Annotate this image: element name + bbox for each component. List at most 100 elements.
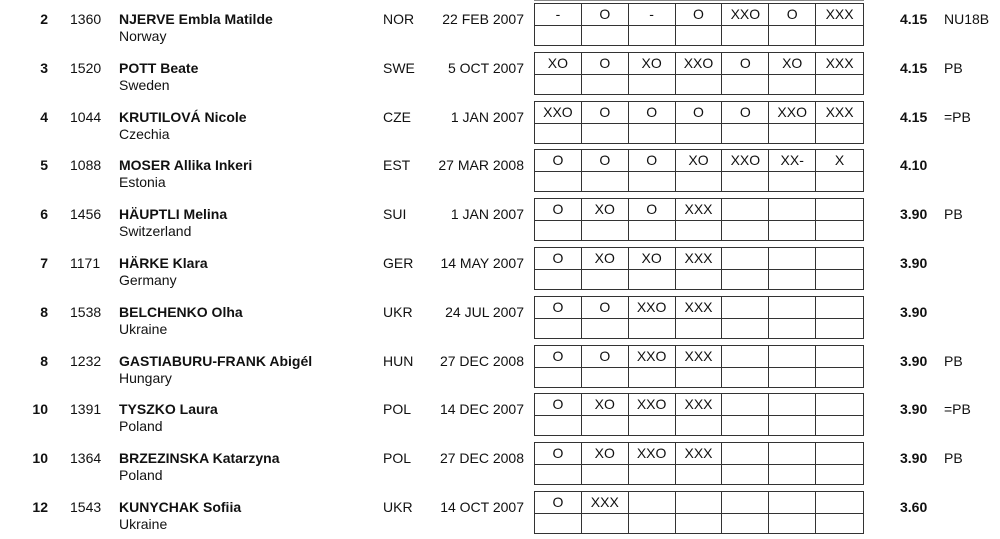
date-of-birth: 5 OCT 2007 bbox=[447, 59, 524, 76]
result-row: 4 1044 KRUTILOVÁ Nicole Czechia CZE 1 JAN 200… bbox=[0, 100, 1000, 149]
athlete-name: KUNYCHAK Sofiia bbox=[119, 499, 242, 515]
rank: 8 bbox=[40, 303, 48, 320]
attempt-cell-empty bbox=[535, 123, 582, 143]
attempt-cell bbox=[722, 345, 770, 368]
attempt-cell: - bbox=[535, 4, 582, 26]
attempt-cell-empty bbox=[629, 270, 676, 289]
attempt-cell-empty bbox=[722, 221, 770, 241]
attempt-cell-empty bbox=[816, 75, 863, 94]
attempt-cell-empty bbox=[535, 367, 582, 387]
athlete-name: BELCHENKO Olha bbox=[119, 303, 243, 320]
attempt-cell: O bbox=[581, 296, 629, 319]
attempt-cell-empty bbox=[676, 416, 723, 436]
nation-code: UKR bbox=[383, 303, 413, 320]
athlete-name: POTT Beate bbox=[119, 59, 199, 76]
attempt-cell-empty bbox=[535, 221, 582, 241]
attempt-cell: XXX bbox=[816, 53, 863, 75]
attempt-cell-empty bbox=[769, 416, 817, 436]
result-row: 3 1520 POTT Beate Sweden SWE 5 OCT 2007 4.15 PB… bbox=[0, 51, 1000, 100]
attempts-grid: O XO XXO XXX bbox=[534, 393, 864, 437]
attempt-cell-empty bbox=[722, 465, 770, 485]
attempt-cell-empty bbox=[582, 74, 629, 94]
attempt-cell: - bbox=[628, 4, 676, 26]
nation-code: UKR bbox=[383, 499, 413, 515]
attempts-grid: O XO XXO XXX bbox=[534, 442, 864, 486]
attempt-cell: O bbox=[535, 443, 582, 466]
bib-number: 1391 bbox=[70, 401, 102, 418]
date-of-birth: 1 JAN 2007 bbox=[450, 206, 524, 223]
country-name: Germany bbox=[119, 272, 177, 288]
attempt-cell: XXO bbox=[628, 443, 676, 466]
rank: 4 bbox=[40, 108, 48, 125]
attempt-cell-empty bbox=[582, 416, 629, 436]
attempt-cell-empty bbox=[676, 123, 723, 143]
attempt-cell bbox=[722, 492, 770, 514]
country-name: Switzerland bbox=[119, 223, 192, 240]
attempt-cell: XO bbox=[581, 248, 629, 270]
result-mark: 3.90 bbox=[900, 303, 928, 320]
attempt-cell: XXO bbox=[628, 345, 676, 368]
result-mark: 3.90 bbox=[900, 352, 928, 369]
nation-code: NOR bbox=[383, 11, 415, 27]
attempt-cell: O bbox=[581, 4, 629, 26]
attempt-cell: XO bbox=[535, 52, 582, 75]
rank: 5 bbox=[40, 157, 48, 174]
attempt-cell-empty bbox=[629, 123, 676, 143]
attempts-grid: O XO O XXX bbox=[534, 198, 864, 242]
attempt-cell-empty bbox=[816, 319, 863, 338]
attempt-cell: O bbox=[581, 345, 629, 368]
date-of-birth: 27 DEC 2008 bbox=[439, 450, 524, 467]
attempt-cell-empty bbox=[535, 74, 582, 94]
attempt-cell-empty bbox=[535, 318, 582, 338]
athlete-name: BRZEZINSKA Katarzyna bbox=[119, 450, 280, 467]
result-row: 12 1543 KUNYCHAK Sofiia Ukraine UKR 14 OCT 20… bbox=[0, 491, 1000, 539]
attempt-cell bbox=[816, 443, 863, 466]
attempt-cell-empty bbox=[582, 465, 629, 485]
attempt-cell bbox=[628, 492, 676, 514]
attempt-cell-empty bbox=[816, 270, 863, 289]
attempt-cell bbox=[722, 248, 770, 270]
attempt-cell-empty bbox=[769, 74, 817, 94]
attempt-cell: O bbox=[722, 101, 770, 124]
bib-number: 1232 bbox=[70, 352, 102, 369]
attempt-cell: XXO bbox=[722, 150, 770, 173]
attempt-cell-empty bbox=[676, 221, 723, 241]
date-of-birth: 27 DEC 2008 bbox=[439, 352, 524, 369]
nation-code: CZE bbox=[383, 108, 411, 125]
attempt-cell: XXX bbox=[675, 394, 723, 417]
attempt-cell: XXX bbox=[816, 102, 863, 124]
country-name: Ukraine bbox=[119, 516, 168, 532]
attempt-cell: O bbox=[535, 296, 582, 319]
attempt-cell-empty bbox=[676, 26, 723, 45]
attempt-cell-empty bbox=[676, 270, 723, 289]
attempt-cell: XXO bbox=[769, 101, 817, 124]
attempt-cell bbox=[769, 492, 817, 514]
attempt-cell-empty bbox=[629, 172, 676, 192]
attempt-cell-empty bbox=[769, 465, 817, 485]
attempt-cell: X bbox=[816, 150, 863, 173]
attempt-cell-empty bbox=[629, 74, 676, 94]
remark: =PB bbox=[944, 401, 971, 418]
attempt-cell-empty bbox=[722, 367, 770, 387]
attempt-cell: XXX bbox=[675, 296, 723, 319]
date-of-birth: 14 OCT 2007 bbox=[440, 499, 524, 515]
rank: 10 bbox=[32, 450, 48, 467]
attempt-cell-empty bbox=[676, 318, 723, 338]
attempt-cell-empty bbox=[816, 221, 863, 240]
attempt-cell-empty bbox=[629, 221, 676, 241]
attempt-cell: XXX bbox=[816, 4, 863, 26]
country-name: Hungary bbox=[119, 369, 172, 386]
attempts-grid: O XO XO XXX bbox=[534, 247, 864, 290]
attempt-cell-empty bbox=[582, 26, 629, 45]
attempt-cell bbox=[769, 345, 817, 368]
attempt-cell bbox=[722, 443, 770, 466]
attempt-cell-empty bbox=[629, 367, 676, 387]
attempt-cell-empty bbox=[769, 367, 817, 387]
remark: NU18B bbox=[944, 11, 990, 27]
attempt-cell bbox=[769, 199, 817, 222]
rank: 6 bbox=[40, 206, 48, 223]
attempt-cell: XO bbox=[769, 52, 817, 75]
date-of-birth: 14 DEC 2007 bbox=[439, 401, 524, 418]
attempt-cell: XXO bbox=[722, 4, 770, 26]
attempt-cell-empty bbox=[535, 416, 582, 436]
